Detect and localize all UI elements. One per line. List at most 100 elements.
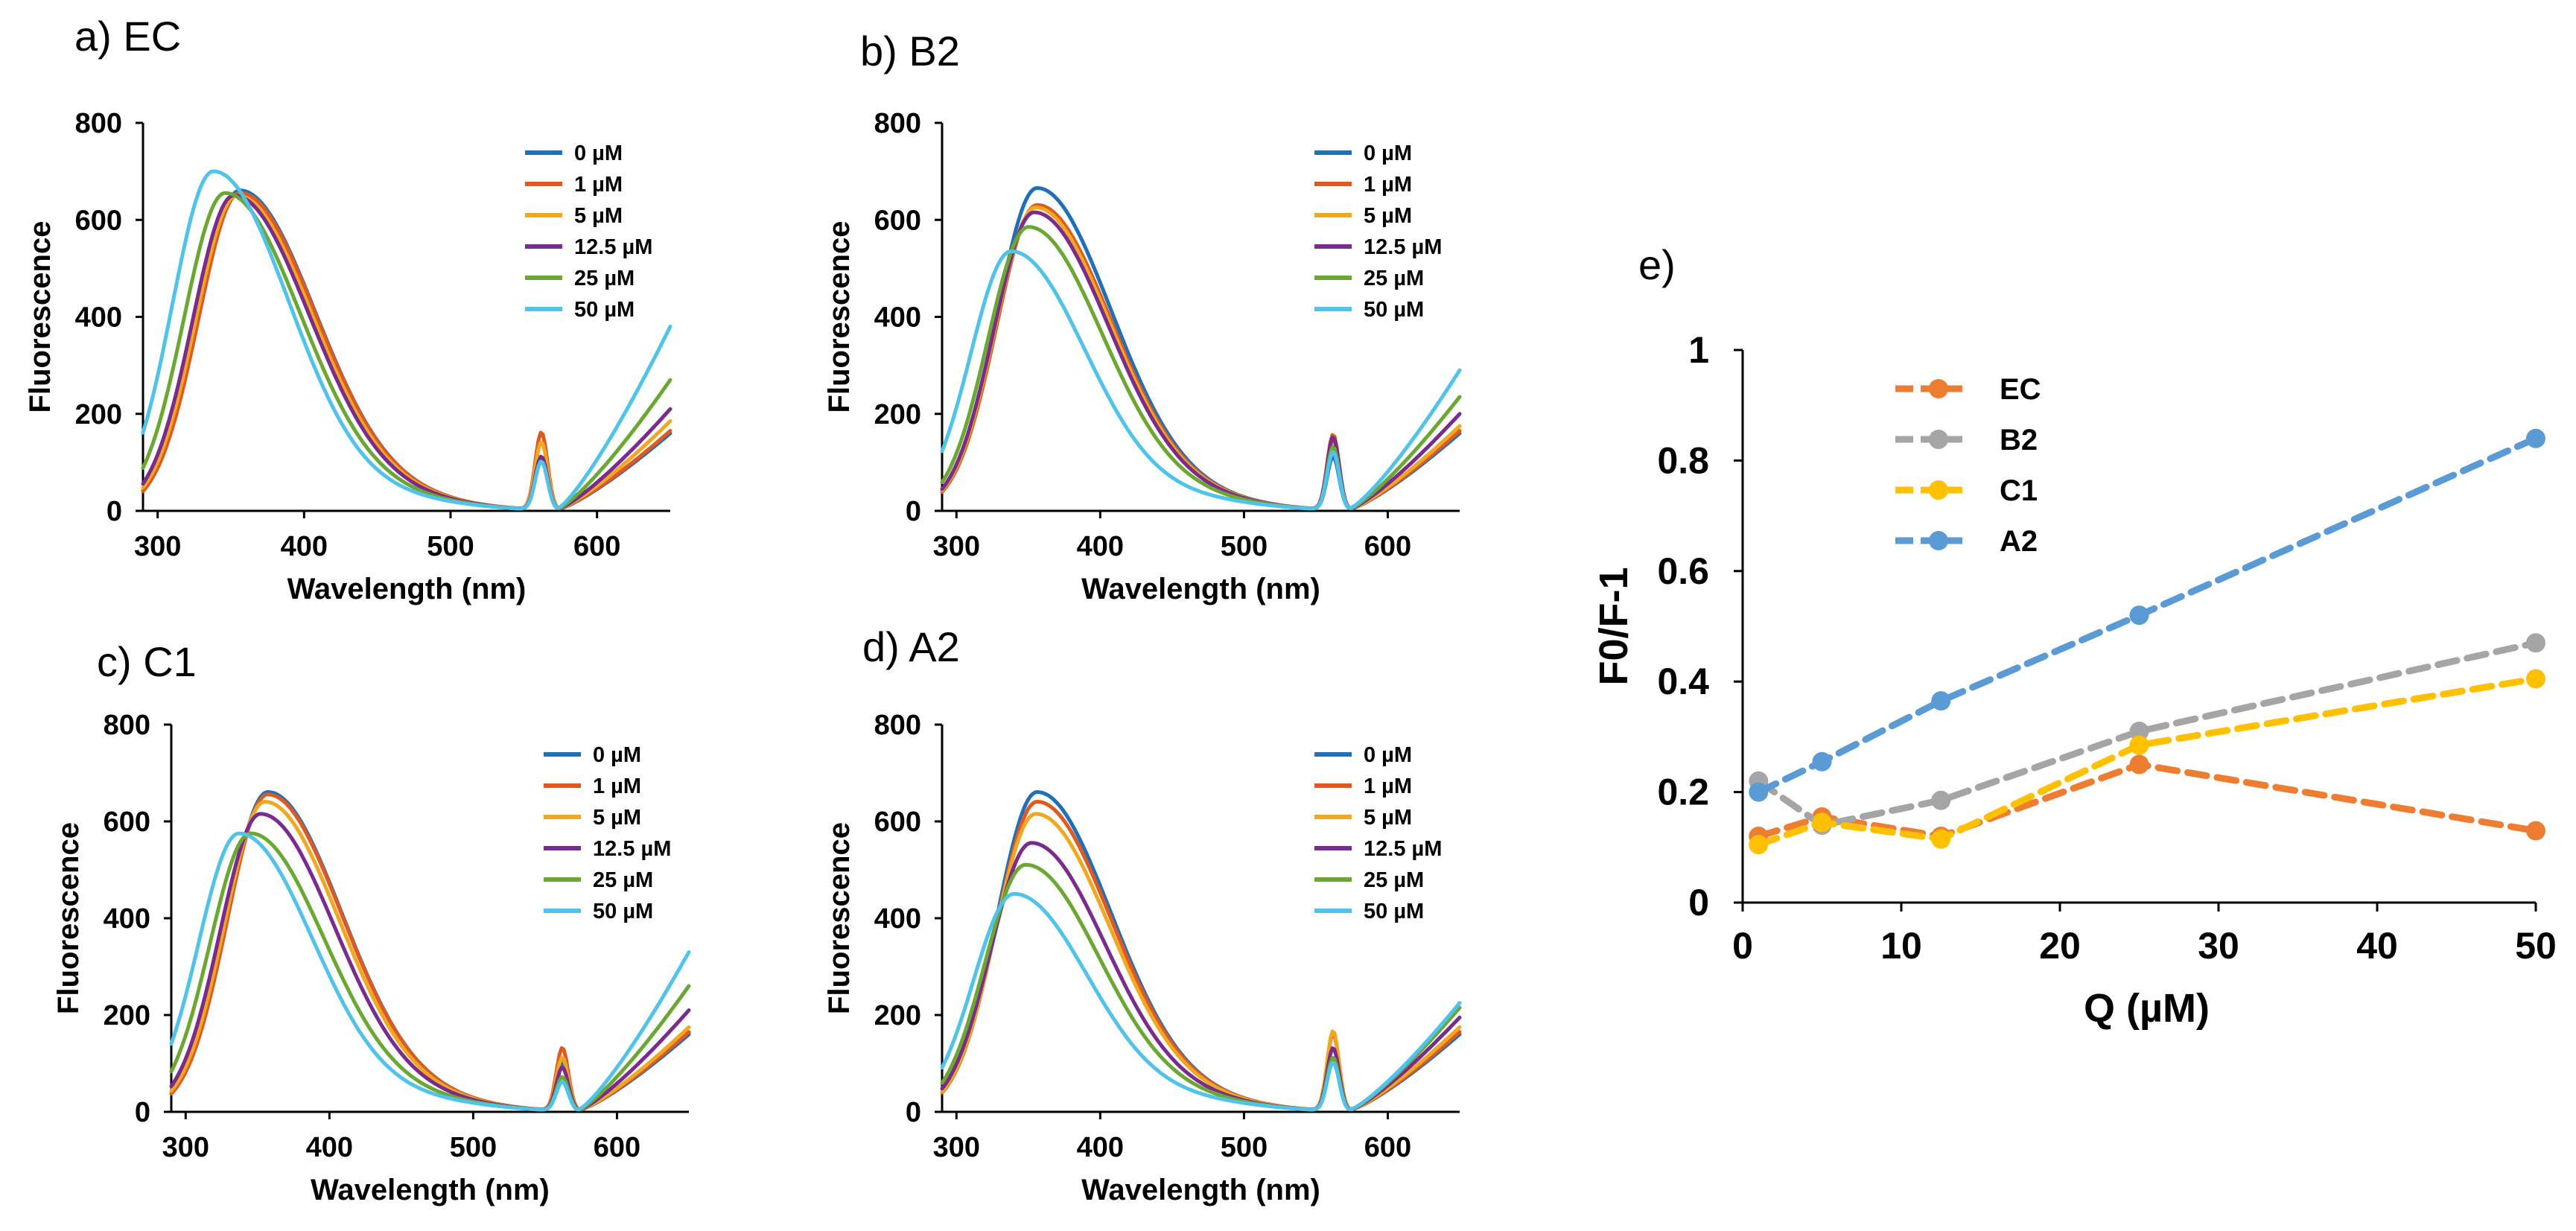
y-tick-label: 200 [874,399,921,430]
series-line-50-m [940,891,1462,1112]
x-tick-label: 0 [1732,925,1753,967]
series-line-12-5-m [169,812,691,1112]
x-axis-label: Wavelength (nm) [311,1174,550,1206]
data-point-ec [2129,754,2149,774]
series-line-5-m [169,800,691,1112]
data-point-b2 [1931,790,1951,810]
series-line-ec [1755,760,2540,840]
legend-label: 0 µM [574,141,623,165]
panel-c-label: c) C1 [97,638,197,685]
data-point-a2 [1931,691,1951,711]
legend-label: 50 µM [574,298,635,322]
panel-a: a) EC 0 200 400 600 800 300 400 500 600 Wavelengt… [24,13,672,605]
x-axis-label: Wavelength (nm) [1081,1174,1320,1206]
x-tick-label: 400 [1077,1132,1124,1163]
y-tick-label: 0 [135,1097,150,1128]
y-tick-label: 800 [874,108,921,139]
data-point-c1 [1749,835,1769,855]
panel-c: c) C1 0 200 400 600 800 300 400 500 600 Wavelengt… [52,638,691,1206]
series-line-12-5-m [940,210,1462,511]
y-tick-label: 400 [104,903,150,935]
y-tick-label: 800 [104,710,150,741]
series-line-12-5-m [141,193,672,511]
data-point-a2 [1749,782,1769,802]
legend-label: B2 [2000,424,2038,457]
panel-e-label: e) [1638,241,1676,288]
x-tick-label: 50 [2515,925,2557,967]
legend-label: 12.5 µM [593,837,671,861]
legend-label: 0 µM [1364,141,1412,165]
series-line-50-m [141,169,672,511]
y-tick-label: 600 [874,205,921,236]
panel-d-label: d) A2 [862,623,960,670]
x-tick-label: 300 [933,531,980,562]
series-line-25-m [169,831,691,1112]
legend-label: 1 µM [1364,173,1412,197]
x-tick-label: 300 [162,1132,209,1163]
legend-label: 1 µM [574,173,623,197]
y-tick-label: 0.8 [1657,439,1709,481]
panel-c-axes: 0 200 400 600 800 300 400 500 600 Wavelength (nm)… [52,710,691,1206]
y-tick-label: 200 [874,1000,921,1031]
legend-marker-a2 [1929,531,1948,550]
x-tick-label: 40 [2356,925,2398,967]
y-tick-label: 800 [874,710,921,741]
series-line-50-m [940,249,1462,511]
x-tick-label: 500 [427,531,474,562]
panel-b: b) B2 0 200 400 600 800 300 400 500 600 Wavelengt… [823,28,1462,605]
y-tick-label: 0 [906,1097,921,1128]
x-tick-label: 20 [2039,925,2081,967]
legend-label: 5 µM [1364,806,1412,830]
x-axis-label: Q (µM) [2084,986,2210,1031]
x-tick-label: 600 [1364,1132,1411,1163]
legend-label: C1 [2000,474,2038,507]
series-line-25-m [940,225,1462,511]
y-tick-label: 600 [104,807,150,838]
y-tick-label: 600 [874,807,921,838]
y-tick-label: 0.6 [1657,550,1709,592]
legend-label: 5 µM [1364,204,1412,228]
legend-marker-ec [1929,379,1948,398]
panel-a-axes: 0 200 400 600 800 300 400 500 600 Wavelength (nm)… [24,108,672,605]
x-tick-label: 600 [1364,531,1411,562]
data-point-a2 [2526,428,2545,448]
legend-label: 1 µM [593,774,641,798]
data-point-c1 [2129,735,2149,755]
legend-label: EC [2000,373,2041,406]
y-tick-label: 1 [1688,329,1709,371]
legend-label: 1 µM [1364,774,1412,798]
y-tick-label: 800 [75,108,122,139]
panel-e-axes: 00.20.40.60.810 10 20 30 40 50Q (µM)F0/F-1ECB… [1591,329,2557,1031]
y-axis-label: Fluorescence [823,221,856,413]
data-point-c1 [1931,829,1951,849]
y-tick-label: 0 [1688,882,1709,923]
legend-label: 12.5 µM [1364,837,1442,861]
y-tick-label: 400 [874,903,921,935]
y-tick-label: 400 [874,302,921,334]
x-tick-label: 400 [281,531,328,562]
y-tick-label: 400 [75,302,122,334]
y-tick-label: 200 [104,1000,150,1031]
y-axis-label: F0/F-1 [1591,567,1636,685]
legend-label: 25 µM [593,868,653,892]
legend-label: 0 µM [593,743,641,767]
series-line-50-m [169,831,691,1112]
x-tick-label: 10 [1880,925,1922,967]
x-tick-label: 400 [306,1132,353,1163]
panel-a-label: a) EC [74,13,181,60]
data-point-a2 [2129,605,2149,626]
x-tick-label: 600 [594,1132,640,1163]
panel-b-label: b) B2 [860,28,960,74]
x-tick-label: 600 [573,531,620,562]
y-tick-label: 600 [75,205,122,236]
panel-b-axes: 0 200 400 600 800 300 400 500 600 Wavelength (nm)… [823,108,1462,605]
legend-label: 12.5 µM [574,235,652,259]
data-point-b2 [2526,633,2545,653]
x-axis-label: Wavelength (nm) [1081,573,1320,605]
x-tick-label: 500 [450,1132,497,1163]
legend-label: 25 µM [1364,868,1424,892]
y-tick-label: 200 [75,399,122,430]
data-point-a2 [1812,751,1832,772]
panel-d: d) A2 0 200 400 600 800 300 400 500 600 Wavelengt… [823,623,1462,1206]
